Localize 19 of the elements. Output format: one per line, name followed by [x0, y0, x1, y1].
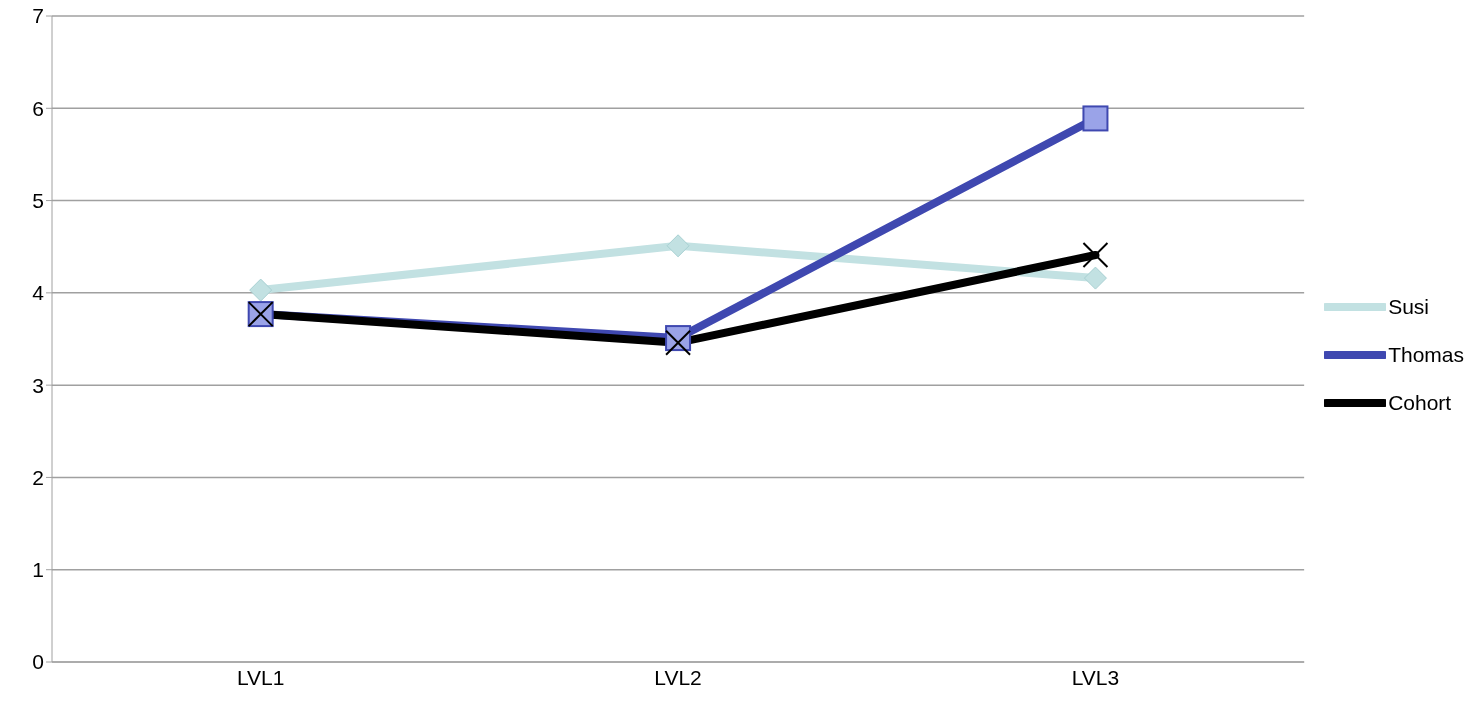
- legend-label: Thomas: [1388, 343, 1464, 367]
- y-tick-label: 7: [32, 4, 44, 28]
- y-tick-label: 1: [32, 558, 44, 582]
- point: [1082, 105, 1109, 132]
- x-tick-label: LVL3: [1071, 665, 1120, 689]
- y-tick-label: 4: [32, 281, 45, 305]
- legend-label: Susi: [1388, 295, 1429, 319]
- y-tick-label: 2: [32, 465, 44, 489]
- legend-label: Cohort: [1388, 391, 1452, 415]
- point: [249, 278, 273, 302]
- point: [666, 234, 690, 258]
- y-tick-label: 5: [32, 189, 44, 213]
- y-tick-label: 6: [32, 96, 44, 120]
- point: [1083, 266, 1107, 290]
- x-tick-label: LVL2: [654, 665, 702, 689]
- y-tick-label: 0: [32, 650, 44, 674]
- point: [1082, 242, 1109, 269]
- x-tick-label: LVL1: [236, 665, 285, 689]
- y-tick-label: 3: [32, 373, 44, 397]
